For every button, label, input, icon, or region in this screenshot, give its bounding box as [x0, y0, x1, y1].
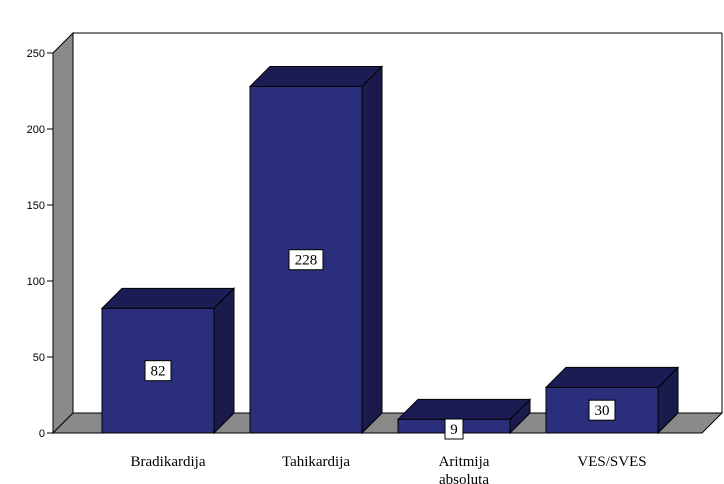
bar-top — [100, 287, 236, 309]
data-label: 228 — [288, 249, 324, 271]
data-label-box — [588, 399, 616, 421]
y-tick-label: 150 — [27, 200, 45, 212]
data-label: 82 — [144, 360, 172, 382]
category-label: VES/SVES — [577, 454, 646, 470]
data-label-box — [444, 418, 464, 440]
data-labels: 82 228 9 30 — [144, 249, 616, 440]
y-tick-label: 0 — [39, 428, 45, 440]
data-label-text: 228 — [295, 253, 318, 269]
y-tick-label: 250 — [27, 48, 45, 60]
left-wall — [52, 31, 74, 435]
y-tick-label: 100 — [27, 276, 45, 288]
data-label-text: 30 — [595, 403, 610, 419]
data-label: 30 — [588, 399, 616, 421]
bar-side — [213, 287, 235, 435]
data-label-box — [288, 249, 324, 271]
y-axis-ticks: 0 50 100 150 200 250 — [27, 48, 53, 440]
data-label-text: 9 — [450, 422, 458, 438]
data-label-text: 82 — [151, 364, 166, 380]
y-tick-label: 50 — [33, 352, 45, 364]
bar-top — [396, 398, 532, 420]
category-label: Bradikardija — [131, 454, 206, 470]
bars — [100, 65, 680, 435]
bar-top — [248, 65, 384, 87]
bar-top — [544, 366, 680, 388]
bar-3 — [396, 398, 532, 435]
y-tick-label: 200 — [27, 124, 45, 136]
data-label: 9 — [444, 418, 464, 440]
category-label: Aritmija absoluta — [439, 454, 490, 484]
category-label: Tahikardija — [282, 454, 350, 470]
category-labels: Bradikardija Tahikardija Aritmija absoluta V… — [131, 454, 647, 484]
data-label-box — [144, 360, 172, 382]
bar-side — [361, 65, 383, 435]
bar-1 — [100, 287, 236, 435]
